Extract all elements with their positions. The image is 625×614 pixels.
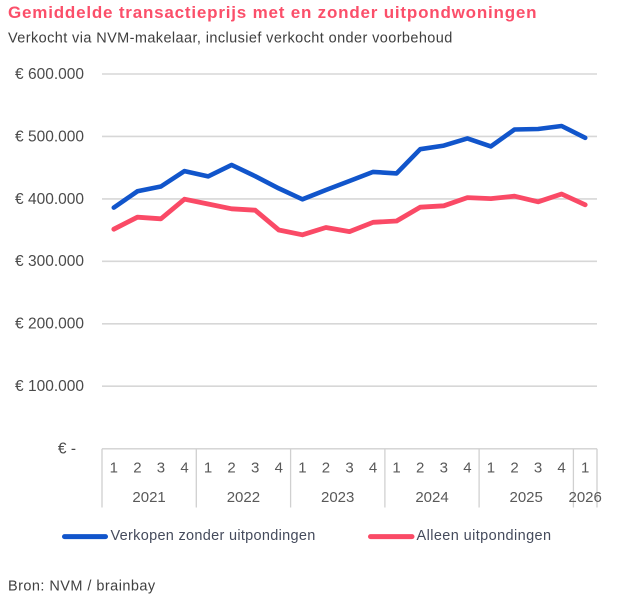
svg-text:3: 3 [157,460,165,477]
svg-text:Verkocht via NVM-makelaar, inc: Verkocht via NVM-makelaar, inclusief ver… [8,30,453,46]
svg-text:1: 1 [487,460,495,477]
svg-text:1: 1 [204,460,212,477]
svg-text:Gemiddelde transactieprijs met: Gemiddelde transactieprijs met en zonder… [8,3,537,22]
svg-text:1: 1 [392,460,400,477]
svg-text:1: 1 [581,460,589,477]
svg-text:Bron: NVM / brainbay: Bron: NVM / brainbay [8,579,156,595]
svg-text:2: 2 [510,460,518,477]
svg-text:2025: 2025 [510,489,543,506]
svg-text:2: 2 [133,460,141,477]
svg-text:2021: 2021 [132,489,165,506]
svg-text:2022: 2022 [227,489,260,506]
svg-text:3: 3 [345,460,353,477]
svg-text:3: 3 [251,460,259,477]
svg-text:4: 4 [463,460,471,477]
svg-text:2: 2 [227,460,235,477]
svg-text:3: 3 [440,460,448,477]
svg-text:4: 4 [180,460,188,477]
svg-text:1: 1 [298,460,306,477]
svg-text:4: 4 [275,460,283,477]
svg-text:Verkopen zonder uitpondingen: Verkopen zonder uitpondingen [111,528,316,544]
svg-text:2: 2 [416,460,424,477]
svg-text:€ 300.000: € 300.000 [15,253,84,270]
svg-text:€ 200.000: € 200.000 [15,316,84,333]
svg-text:2023: 2023 [321,489,354,506]
svg-text:4: 4 [557,460,565,477]
svg-text:2026: 2026 [569,489,602,506]
svg-text:1: 1 [110,460,118,477]
svg-text:2: 2 [322,460,330,477]
svg-text:€ 600.000: € 600.000 [15,66,84,83]
svg-text:€ 400.000: € 400.000 [15,191,84,208]
svg-text:€ 500.000: € 500.000 [15,128,84,145]
svg-text:€ -: € - [58,441,76,458]
svg-text:€ 100.000: € 100.000 [15,378,84,395]
svg-text:3: 3 [534,460,542,477]
svg-text:4: 4 [369,460,377,477]
svg-text:2024: 2024 [415,489,448,506]
svg-text:Alleen uitpondingen: Alleen uitpondingen [417,528,552,544]
